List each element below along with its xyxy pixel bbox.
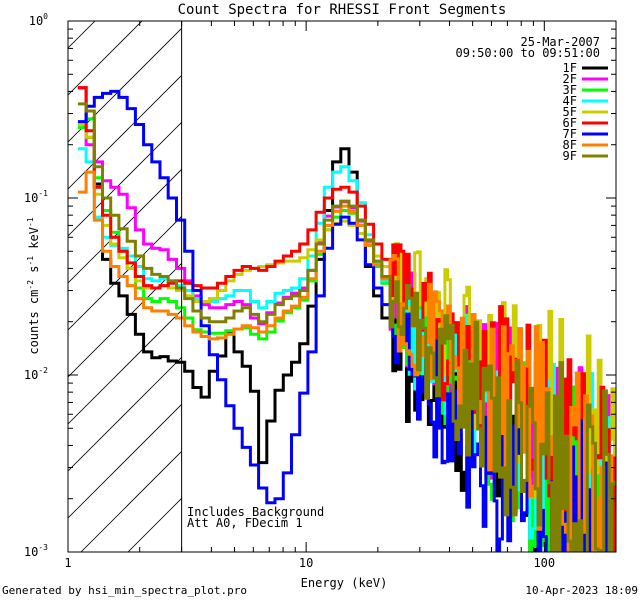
hatch-line [68,215,182,331]
legend-label-8F: 8F [563,138,577,152]
legend-label-3F: 3F [563,83,577,97]
hatch-line [68,309,182,425]
hatch-line [68,403,182,519]
x-axis-label: Energy (keV) [301,576,388,590]
date-label: 25-Mar-2007 [521,35,600,49]
x-tick-label: 100 [533,556,555,570]
legend-label-9F: 9F [563,149,577,163]
annotation-attenuator: Att A0, FDecim 1 [187,516,303,530]
hatch-line [80,450,182,552]
axis-ticks: 1 10 100 100 10-1 10-2 10-3 [24,12,617,570]
y-tick-label: 10-1 [24,189,48,205]
y-tick-label: 10-2 [24,366,48,382]
hatch-line [68,121,182,237]
x-tick-label: 10 [299,556,313,570]
legend-label-6F: 6F [563,116,577,130]
legend-label-1F: 1F [563,61,577,75]
series-8F-line [77,170,614,552]
x-tick-label: 1 [64,556,71,570]
timestamp-label: 10-Apr-2023 18:09 [525,584,638,597]
hatch-line [68,0,599,1]
plot-frame [67,20,617,553]
legend-label-5F: 5F [563,105,577,119]
chart-title: Count Spectra for RHESSI Front Segments [178,2,507,18]
hatch-line [68,74,182,190]
y-tick-label: 100 [29,12,48,28]
series-layer [77,86,616,552]
legend-label-4F: 4F [563,94,577,108]
annotation-background: Includes Background [187,505,324,519]
y-axis-label: counts cm-2 s-1 keV-1 [26,217,41,354]
time-range-label: 09:50:00 to 09:51:00 [456,46,601,60]
legend-label-2F: 2F [563,72,577,86]
hatch-line [68,27,182,143]
legend-label-7F: 7F [563,127,577,141]
y-tick-label: 10-3 [24,543,48,559]
series-9F-line [77,102,616,552]
hatch-line [68,168,182,284]
generated-by-label: Generated by hsi_min_spectra_plot.pro [2,584,247,597]
hatch-line [68,356,182,472]
hatch-line [127,497,182,552]
